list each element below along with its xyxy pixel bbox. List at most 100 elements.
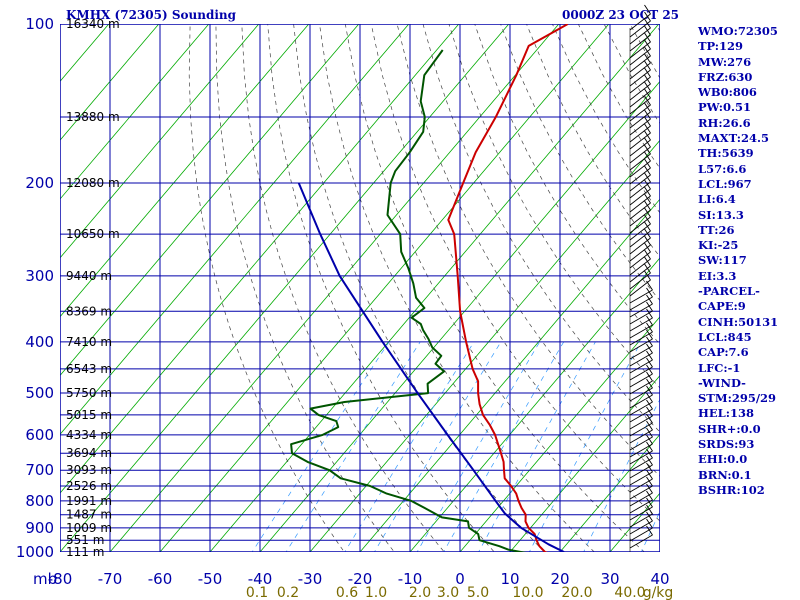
mixing-ratio-label: 2.0 bbox=[409, 585, 431, 600]
index-item: CAP:7.6 bbox=[698, 345, 749, 360]
index-item: MW:276 bbox=[698, 54, 752, 69]
pressure-label: 600 bbox=[25, 426, 54, 444]
skewed-isotherm bbox=[60, 24, 210, 200]
wind-barb-flag bbox=[644, 32, 651, 43]
mixing-ratio-line bbox=[251, 341, 390, 552]
wind-barb-flag bbox=[646, 329, 653, 340]
index-item: EI:3.3 bbox=[698, 268, 737, 283]
mixing-ratio-lines bbox=[251, 341, 660, 552]
wind-barb-flag bbox=[644, 263, 651, 274]
index-item: BSHR:102 bbox=[698, 482, 765, 497]
wind-barb-flag bbox=[644, 221, 651, 232]
pressure-label: 900 bbox=[25, 519, 54, 537]
wind-barb bbox=[629, 534, 653, 549]
temperature-tick-label: 20 bbox=[550, 570, 569, 588]
station-title: KMHX (72305) Sounding bbox=[66, 8, 237, 22]
sounding-time: 0000Z 23 OCT 25 bbox=[562, 8, 680, 22]
skewed-isotherm bbox=[259, 80, 660, 552]
wind-barb-flag bbox=[646, 469, 653, 480]
temperature-tick-label: -80 bbox=[48, 570, 73, 588]
index-item: LFC:-1 bbox=[698, 360, 741, 375]
mixing-ratio-label: 1.0 bbox=[365, 585, 387, 600]
wind-barb-flag bbox=[644, 207, 651, 218]
index-item: LCL:845 bbox=[698, 329, 752, 344]
wind-barb-flag bbox=[646, 476, 653, 487]
height-label: 5750 m bbox=[66, 386, 112, 400]
wind-barb-flag bbox=[644, 18, 651, 29]
mixing-ratio-line bbox=[285, 341, 421, 552]
mixing-ratio-label: 40.0 bbox=[614, 585, 645, 600]
index-item: KI:-25 bbox=[698, 238, 739, 253]
wind-barb-flag bbox=[646, 511, 653, 522]
height-label: 10650 m bbox=[66, 227, 120, 241]
pressure-label: 800 bbox=[25, 492, 54, 510]
temperature-tick-label: -40 bbox=[248, 570, 273, 588]
wind-barb-flag bbox=[646, 371, 653, 382]
wind-barb-flag bbox=[644, 151, 651, 162]
temperature-profile bbox=[447, 24, 569, 552]
index-item: TP:129 bbox=[698, 39, 744, 54]
pressure-label: 200 bbox=[25, 174, 54, 192]
temperature-tick-label: 0 bbox=[455, 570, 465, 588]
stability-indices-list: WMO:72305 TP:129 MW:276 FRZ:630 WB0:806 PW:0.… bbox=[698, 24, 778, 498]
height-label: 551 m bbox=[66, 533, 104, 547]
wind-barb-flag bbox=[644, 39, 651, 50]
wind-barb-flag bbox=[644, 53, 651, 64]
dry-adiabat bbox=[188, 24, 345, 552]
wind-barb-flag bbox=[646, 315, 653, 326]
temperature-tick-label: 40 bbox=[650, 570, 669, 588]
mixing-ratio-label: 3.0 bbox=[437, 585, 459, 600]
height-label: 16340 m bbox=[66, 17, 120, 31]
dry-adiabat bbox=[241, 24, 445, 552]
height-label: 3694 m bbox=[66, 446, 112, 460]
mixing-ratio-line bbox=[528, 341, 642, 552]
wind-barb-flag bbox=[646, 392, 653, 403]
mixing-ratio-unit: g/kg bbox=[643, 585, 674, 600]
wind-barb-flag bbox=[646, 357, 653, 368]
height-label: 111 m bbox=[66, 545, 104, 559]
wind-barb-flag bbox=[646, 518, 653, 529]
wind-barb-flag bbox=[644, 11, 651, 22]
pressure-label: 400 bbox=[25, 333, 54, 351]
height-label: 4334 m bbox=[66, 428, 112, 442]
skewed-isotherm bbox=[60, 24, 310, 318]
pressure-unit-label: mb bbox=[33, 570, 57, 588]
wind-barb-flag bbox=[644, 249, 651, 260]
height-label: 8369 m bbox=[66, 304, 112, 318]
height-label: 6543 m bbox=[66, 362, 112, 376]
wind-barb-flag bbox=[644, 144, 651, 155]
height-label: 9440 m bbox=[66, 269, 112, 283]
wind-barb-flag bbox=[646, 399, 653, 410]
skewed-isotherm bbox=[209, 24, 660, 552]
wind-barb-flag bbox=[644, 46, 651, 57]
index-item: TT:26 bbox=[698, 222, 735, 237]
wind-barb-flag bbox=[646, 490, 653, 501]
index-item: CINH:50131 bbox=[698, 314, 779, 329]
index-item: LCL:967 bbox=[698, 176, 752, 191]
index-item: STM:295/29 bbox=[698, 391, 777, 406]
skewed-isotherm bbox=[159, 24, 610, 552]
temperature-tick-label: -30 bbox=[298, 570, 323, 588]
temperature-tick-label: -70 bbox=[98, 570, 123, 588]
wind-barb-flag bbox=[644, 116, 651, 127]
temperature-tick-label: -20 bbox=[348, 570, 373, 588]
grid bbox=[60, 24, 660, 552]
pressure-label: 700 bbox=[25, 461, 54, 479]
wind-barb-flag bbox=[646, 427, 653, 438]
height-label: 2526 m bbox=[66, 479, 112, 493]
mixing-ratio-label: 10.0 bbox=[512, 585, 543, 600]
wind-barb-flag bbox=[644, 172, 651, 183]
index-item: -PARCEL- bbox=[698, 284, 760, 299]
skewed-isotherm bbox=[409, 257, 660, 552]
skewed-isotherm bbox=[309, 139, 660, 552]
index-item: SRDS:93 bbox=[698, 437, 755, 452]
skewed-isotherm bbox=[60, 24, 360, 377]
mixing-ratio-line bbox=[583, 398, 660, 552]
wind-barb-flag bbox=[644, 179, 651, 190]
index-item: TH:5639 bbox=[698, 146, 754, 161]
skewed-isotherm bbox=[559, 433, 660, 552]
temperature-tick-label: 30 bbox=[600, 570, 619, 588]
wind-barb-flag bbox=[646, 343, 653, 354]
wind-barb-flag bbox=[646, 406, 653, 417]
